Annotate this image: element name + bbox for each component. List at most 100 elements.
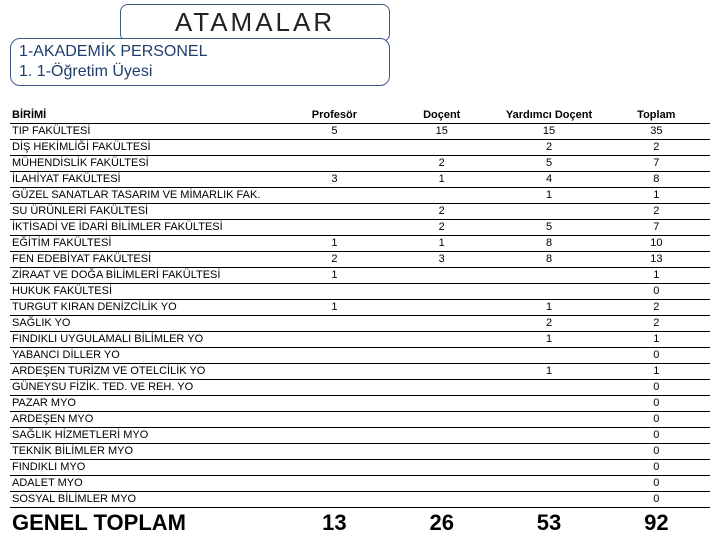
cell-value: 0 (603, 476, 710, 492)
cell-birimi: TEKNİK BİLİMLER MYO (10, 444, 281, 460)
cell-value (495, 268, 602, 284)
cell-value: 1 (495, 188, 602, 204)
cell-value (388, 300, 495, 316)
cell-value (281, 492, 388, 508)
cell-value: 1 (281, 300, 388, 316)
cell-value: 1 (388, 172, 495, 188)
table-row: EĞİTİM FAKÜLTESİ11810 (10, 236, 710, 252)
cell-value (281, 444, 388, 460)
table-row: ARDEŞEN MYO0 (10, 412, 710, 428)
cell-birimi: PAZAR MYO (10, 396, 281, 412)
table-row: SOSYAL BİLİMLER MYO0 (10, 492, 710, 508)
table-header-row: BİRİMİ Profesör Doçent Yardımcı Doçent T… (10, 108, 710, 124)
table-row: ZİRAAT VE DOĞA BİLİMLERİ FAKÜLTESİ11 (10, 268, 710, 284)
cell-value (495, 412, 602, 428)
table-row: PAZAR MYO0 (10, 396, 710, 412)
total-label: GENEL TOPLAM (10, 508, 281, 539)
cell-value (281, 396, 388, 412)
cell-birimi: İLAHİYAT FAKÜLTESİ (10, 172, 281, 188)
table-row: SAĞLIK HİZMETLERİ MYO0 (10, 428, 710, 444)
col-header-yardimci: Yardımcı Doçent (495, 108, 602, 124)
cell-value (495, 476, 602, 492)
cell-value (388, 460, 495, 476)
cell-value (388, 492, 495, 508)
appointments-table: BİRİMİ Profesör Doçent Yardımcı Doçent T… (10, 108, 710, 538)
cell-value: 7 (603, 156, 710, 172)
table-row: TEKNİK BİLİMLER MYO 0 (10, 444, 710, 460)
table-row: GÜNEYSU FİZİK. TED. VE REH. YO0 (10, 380, 710, 396)
cell-value (281, 348, 388, 364)
cell-value (495, 428, 602, 444)
table-row: FINDIKLI MYO0 (10, 460, 710, 476)
table-row: DİŞ HEKİMLİĞİ FAKÜLTESİ 22 (10, 140, 710, 156)
cell-value: 2 (603, 204, 710, 220)
cell-value (388, 380, 495, 396)
cell-value: 8 (603, 172, 710, 188)
cell-birimi: YABANCI DİLLER YO (10, 348, 281, 364)
cell-value (495, 380, 602, 396)
cell-value (281, 156, 388, 172)
cell-value: 2 (603, 300, 710, 316)
col-header-toplam: Toplam (603, 108, 710, 124)
cell-value (388, 428, 495, 444)
cell-value: 0 (603, 348, 710, 364)
table-row: TIP FAKÜLTESİ5151535 (10, 124, 710, 140)
table-row: YABANCI DİLLER YO 0 (10, 348, 710, 364)
cell-value (388, 476, 495, 492)
cell-value: 0 (603, 444, 710, 460)
cell-value: 2 (388, 204, 495, 220)
cell-value: 1 (603, 364, 710, 380)
cell-value: 5 (495, 156, 602, 172)
cell-birimi: GÜNEYSU FİZİK. TED. VE REH. YO (10, 380, 281, 396)
cell-birimi: ARDEŞEN MYO (10, 412, 281, 428)
cell-value: 1 (495, 332, 602, 348)
cell-value: 2 (495, 316, 602, 332)
cell-value: 2 (495, 140, 602, 156)
cell-value: 1 (281, 236, 388, 252)
table-row: SU ÜRÜNLERİ FAKÜLTESİ22 (10, 204, 710, 220)
cell-value: 1 (495, 364, 602, 380)
table-row: ARDEŞEN TURİZM VE OTELCİLİK YO11 (10, 364, 710, 380)
page-title: ATAMALAR (120, 4, 390, 42)
cell-value (495, 396, 602, 412)
cell-value: 1 (603, 188, 710, 204)
col-header-docent: Doçent (388, 108, 495, 124)
cell-value (281, 204, 388, 220)
cell-value (495, 204, 602, 220)
cell-value: 2 (603, 316, 710, 332)
cell-birimi: MÜHENDİSLİK FAKÜLTESİ (10, 156, 281, 172)
total-value: 53 (495, 508, 602, 539)
cell-value: 0 (603, 428, 710, 444)
cell-birimi: SAĞLIK YO (10, 316, 281, 332)
cell-value (388, 268, 495, 284)
subtitle-line2: 1. 1-Öğretim Üyesi (19, 62, 381, 82)
cell-value (495, 460, 602, 476)
cell-birimi: TIP FAKÜLTESİ (10, 124, 281, 140)
table-row: MÜHENDİSLİK FAKÜLTESİ 257 (10, 156, 710, 172)
table-total-row: GENEL TOPLAM13265392 (10, 508, 710, 539)
cell-value (495, 284, 602, 300)
cell-value (495, 348, 602, 364)
table-row: HUKUK FAKÜLTESİ0 (10, 284, 710, 300)
cell-value: 2 (388, 156, 495, 172)
cell-birimi: ADALET MYO (10, 476, 281, 492)
cell-value (281, 460, 388, 476)
cell-value (281, 476, 388, 492)
cell-value: 3 (281, 172, 388, 188)
cell-birimi: FEN EDEBİYAT FAKÜLTESİ (10, 252, 281, 268)
cell-value (388, 444, 495, 460)
cell-value (281, 364, 388, 380)
cell-value (388, 316, 495, 332)
table-row: SAĞLIK YO 22 (10, 316, 710, 332)
cell-birimi: EĞİTİM FAKÜLTESİ (10, 236, 281, 252)
table-row: FINDIKLI UYGULAMALI BİLİMLER YO11 (10, 332, 710, 348)
col-header-birimi: BİRİMİ (10, 108, 281, 124)
cell-value: 2 (603, 140, 710, 156)
cell-value: 1 (495, 300, 602, 316)
cell-birimi: DİŞ HEKİMLİĞİ FAKÜLTESİ (10, 140, 281, 156)
cell-value: 2 (281, 252, 388, 268)
cell-value: 0 (603, 492, 710, 508)
cell-value: 35 (603, 124, 710, 140)
cell-birimi: GÜZEL SANATLAR TASARIM VE MİMARLIK FAK. (10, 188, 281, 204)
total-value: 92 (603, 508, 710, 539)
